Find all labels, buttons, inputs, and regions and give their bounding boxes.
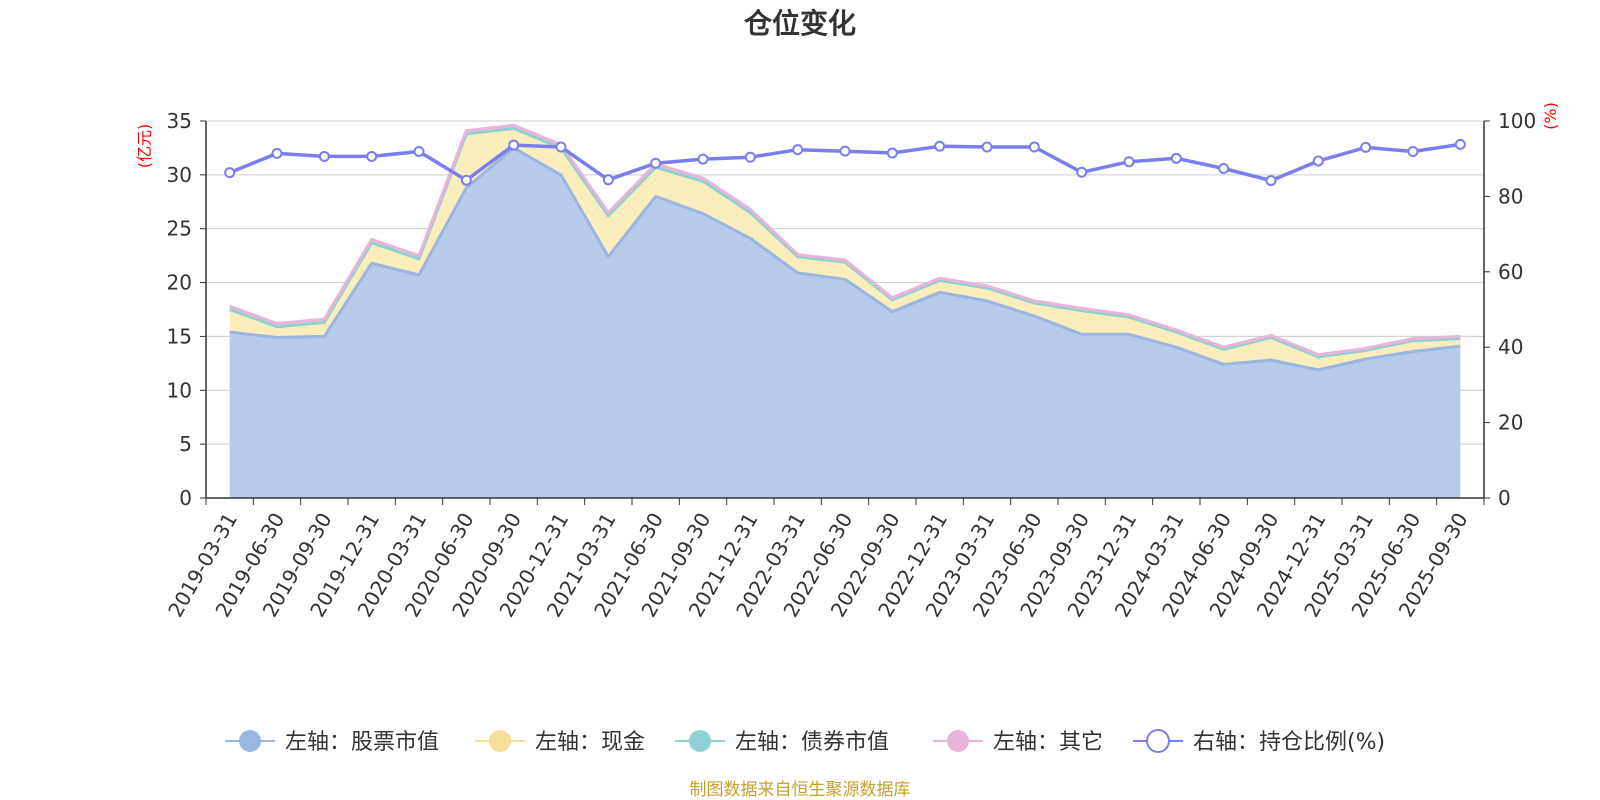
left-axis-tick-label: 20 (167, 271, 192, 295)
right-axis-tick-label: 20 (1498, 411, 1523, 435)
right-axis-tick-label: 60 (1498, 260, 1523, 284)
legend-label: 左轴：其它 (993, 730, 1103, 755)
legend-label: 左轴：股票市值 (285, 730, 439, 755)
left-axis-tick-label: 15 (167, 324, 192, 348)
left-axis-unit: (亿元) (135, 124, 154, 169)
ratio-point (792, 144, 804, 156)
legend-item-1: 左轴：现金 (475, 730, 645, 755)
ratio-point (650, 157, 662, 169)
ratio-point (1076, 166, 1088, 178)
legend: 左轴：股票市值 左轴：现金 左轴：债券市值 左轴：其它 右轴：持仓比例(%) (225, 729, 1385, 755)
ratio-point (413, 146, 425, 158)
area-edge-series-3 (229, 123, 1461, 357)
area-series-0 (229, 147, 1461, 498)
legend-marker (1146, 729, 1170, 753)
ratio-point (318, 150, 330, 162)
right-axis-tick-label: 80 (1498, 184, 1523, 208)
left-axis-tick-label: 10 (167, 378, 192, 402)
legend-label: 左轴：债券市值 (735, 730, 889, 755)
ratio-point (1170, 152, 1182, 164)
legend-label: 右轴：持仓比例(%) (1193, 730, 1385, 755)
legend-marker (239, 730, 261, 752)
area-edge-series-0 (229, 146, 1461, 372)
ratio-point (555, 141, 567, 153)
ratio-point (934, 140, 946, 152)
ratio-point (224, 167, 236, 179)
legend-marker (947, 730, 969, 752)
ratio-point (1218, 163, 1230, 175)
ratio-point (981, 141, 993, 153)
ratio-point (1123, 156, 1135, 168)
legend-item-2: 左轴：债券市值 (675, 730, 889, 755)
right-axis-tick-label: 100 (1498, 109, 1536, 133)
ratio-point (366, 150, 378, 162)
left-axis-tick-label: 5 (179, 432, 192, 456)
stacked-areas (229, 123, 1461, 498)
left-axis-tick-label: 35 (167, 109, 192, 133)
left-axis-tick-label: 30 (167, 163, 192, 187)
ratio-point (1312, 155, 1324, 167)
ratio-point (1360, 141, 1372, 153)
ratio-point (460, 174, 472, 186)
ratio-point (1028, 141, 1040, 153)
ratio-point (271, 147, 283, 159)
right-axis-tick-label: 40 (1498, 335, 1523, 359)
ratio-point (886, 147, 898, 159)
legend-item-4: 右轴：持仓比例(%) (1133, 729, 1385, 755)
source-note: 制图数据来自恒生聚源数据库 (690, 780, 911, 800)
ratio-point (1407, 146, 1419, 158)
legend-marker (689, 730, 711, 752)
left-axis-tick-label: 25 (167, 217, 192, 241)
ratio-point (1454, 138, 1466, 150)
ratio-point (1265, 175, 1277, 187)
right-axis-tick-label: 0 (1498, 486, 1511, 510)
ratio-point (602, 174, 614, 186)
ratio-point (839, 145, 851, 157)
legend-marker (489, 730, 511, 752)
ratio-point (744, 151, 756, 163)
legend-label: 左轴：现金 (535, 730, 645, 755)
right-axis-unit: (%) (1541, 102, 1560, 130)
legend-item-3: 左轴：其它 (933, 730, 1103, 755)
left-axis-tick-label: 0 (179, 486, 192, 510)
ratio-point (508, 139, 520, 151)
ratio-point (697, 153, 709, 165)
legend-item-0: 左轴：股票市值 (225, 730, 439, 755)
ratio-line-series (224, 138, 1466, 187)
chart-title: 仓位变化 (744, 7, 856, 40)
